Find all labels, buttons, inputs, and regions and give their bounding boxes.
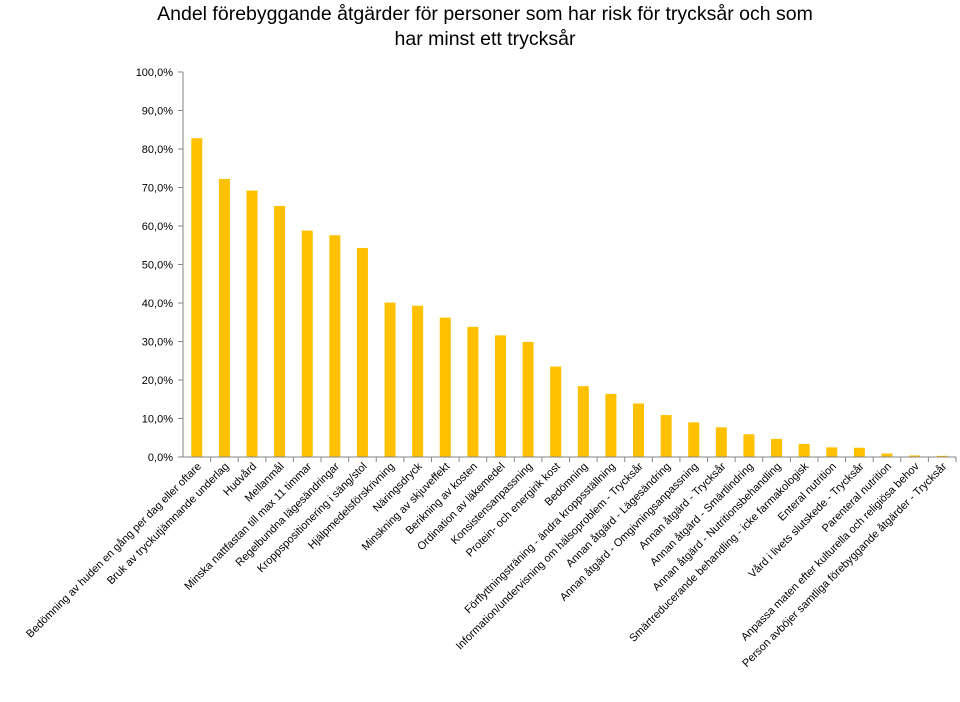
chart-title-line-2: har minst ett trycksår xyxy=(394,28,576,50)
y-tick-label: 70,0% xyxy=(142,183,173,195)
bar xyxy=(550,366,562,457)
chart-title: Andel förebyggande åtgärder för personer… xyxy=(60,2,910,52)
bar xyxy=(218,179,230,457)
bar xyxy=(301,230,313,457)
y-tick-label: 50,0% xyxy=(142,260,173,272)
bar xyxy=(494,335,506,457)
bar xyxy=(771,438,783,457)
y-tick-label: 20,0% xyxy=(142,375,173,387)
y-tick-label: 10,0% xyxy=(142,414,173,426)
bar xyxy=(853,447,865,457)
y-tick-label: 100,0% xyxy=(136,67,174,79)
bar xyxy=(909,455,921,457)
bar xyxy=(467,326,479,457)
y-axis: 0,0% 10,0% 20,0% 30,0% 40,0% 50,0% 60,0% 70,0% 8… xyxy=(136,67,184,464)
category-label: Bedömning av huden en gång per dag eller… xyxy=(24,461,204,641)
bar xyxy=(743,434,755,457)
bar xyxy=(439,317,451,457)
category-labels: Bedömning av huden en gång per dag eller… xyxy=(24,460,949,669)
bar xyxy=(577,386,589,457)
bar xyxy=(798,443,810,457)
bar xyxy=(633,403,645,457)
bar xyxy=(715,427,727,457)
bar xyxy=(881,453,893,457)
y-tick-label: 0,0% xyxy=(148,452,173,464)
chart-title-line-1: Andel förebyggande åtgärder för personer… xyxy=(157,3,813,25)
bar xyxy=(356,247,368,457)
bar xyxy=(329,235,341,457)
bar xyxy=(660,415,672,457)
bars xyxy=(191,138,948,457)
category-label: Annan åtgärd - Nutritionsbehandling xyxy=(651,461,784,594)
y-tick-label: 60,0% xyxy=(142,221,173,233)
bar xyxy=(936,455,948,457)
bar xyxy=(246,190,258,457)
y-tick-label: 90,0% xyxy=(142,106,173,118)
y-tick-label: 30,0% xyxy=(142,337,173,349)
bar xyxy=(826,447,838,457)
bar xyxy=(522,341,534,457)
bar xyxy=(191,138,203,457)
y-tick-label: 40,0% xyxy=(142,298,173,310)
bar xyxy=(384,302,396,457)
bar xyxy=(412,305,424,457)
bar xyxy=(688,422,700,457)
bar xyxy=(274,205,286,457)
bar xyxy=(605,393,617,457)
y-tick-label: 80,0% xyxy=(142,144,173,156)
x-axis xyxy=(183,456,957,462)
